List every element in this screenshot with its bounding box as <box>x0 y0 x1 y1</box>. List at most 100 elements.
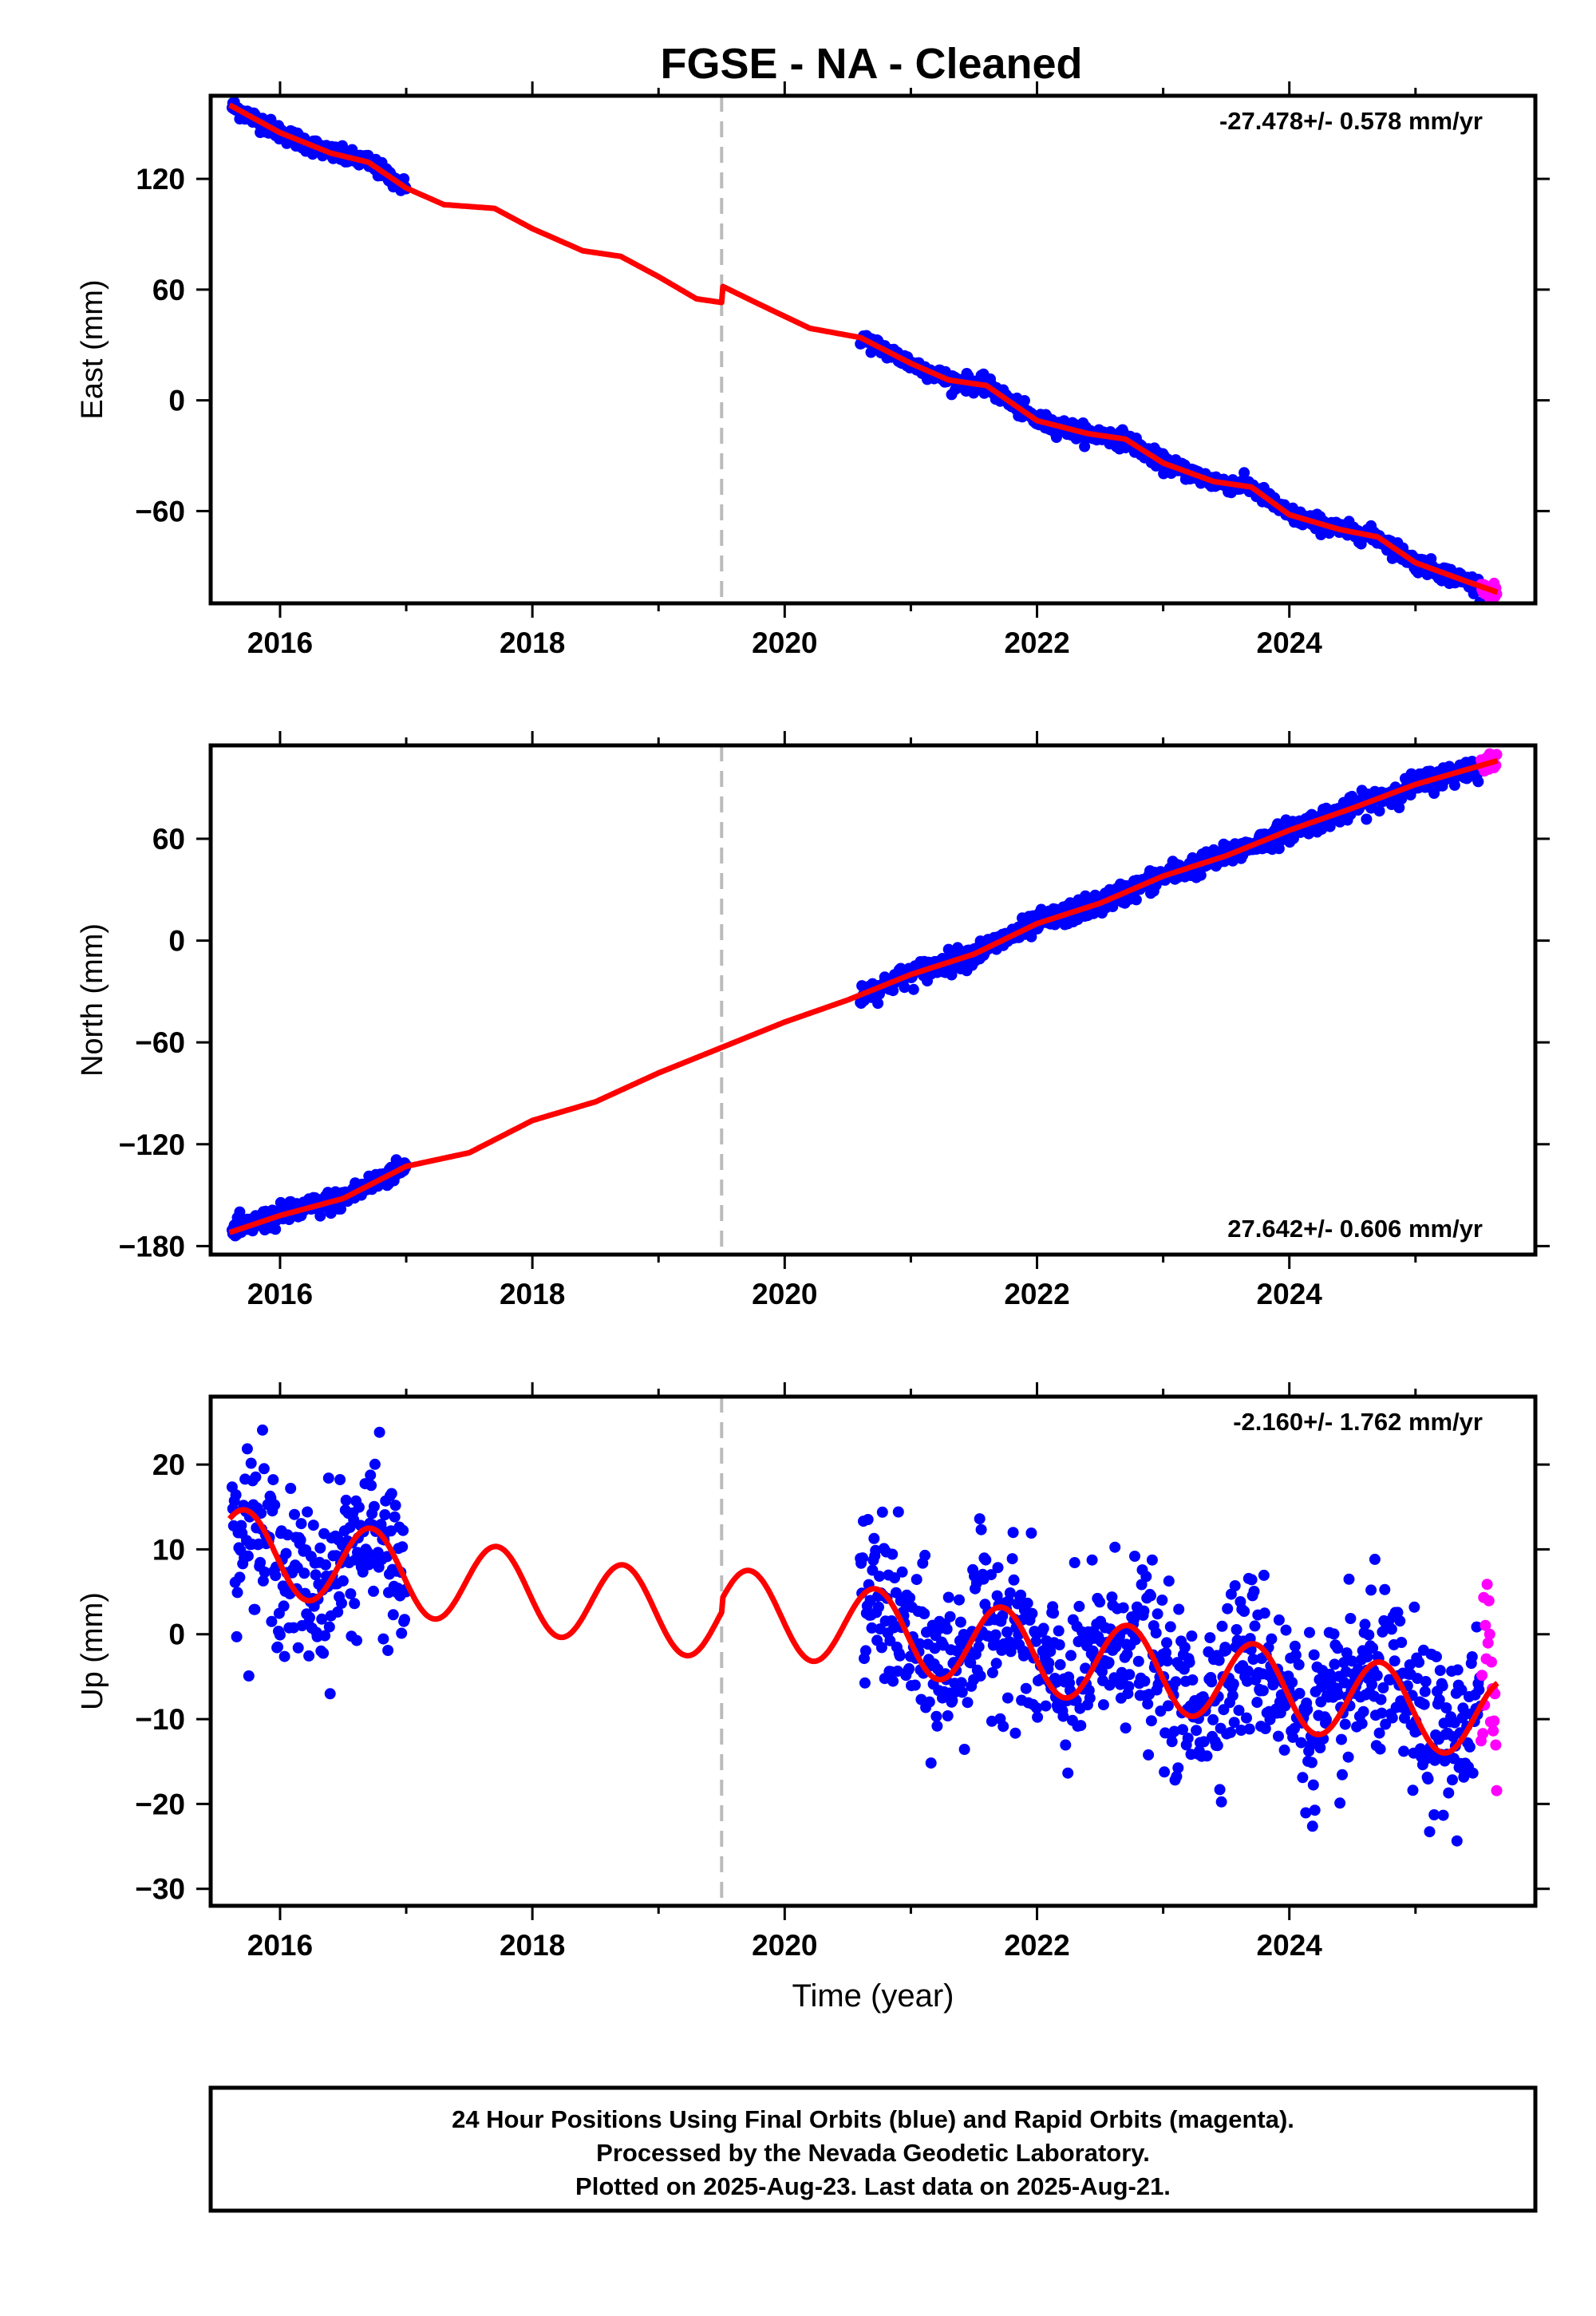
plot-frame <box>208 1394 1538 1908</box>
final-orbit-point <box>1457 1702 1469 1714</box>
final-orbit-point <box>1211 1740 1223 1752</box>
final-orbit-point <box>1247 1654 1259 1666</box>
final-orbit-point <box>1004 1587 1016 1599</box>
east-panel: 2016 2018 2020 2022 2024 −60 0 60 120 East (mm) -2… <box>76 81 1550 659</box>
final-orbit-point <box>1386 1712 1398 1724</box>
final-orbit-point <box>1434 1665 1446 1677</box>
final-orbit-point <box>1069 1557 1080 1568</box>
final-orbit-point <box>1008 1574 1020 1586</box>
final-orbit-point <box>1138 1605 1150 1617</box>
final-orbit-point <box>887 1548 899 1560</box>
final-orbit-point <box>1345 1613 1357 1624</box>
final-orbit-point <box>857 1552 868 1564</box>
final-orbit-point <box>965 1657 977 1669</box>
final-orbit-point <box>1251 1697 1263 1709</box>
model-fit-line <box>227 1507 1499 1756</box>
x-tick-label: 2016 <box>247 626 313 659</box>
final-orbit-point <box>1389 1655 1400 1667</box>
final-orbit-point <box>1040 1700 1052 1712</box>
y-tick-label: −60 <box>135 495 185 528</box>
final-orbit-point <box>1419 1686 1431 1697</box>
final-orbit-point <box>1053 1639 1065 1650</box>
final-orbit-point <box>1309 1804 1321 1816</box>
final-orbit-point <box>1447 1774 1458 1786</box>
up-panel: 2016 2018 2020 2022 2024 −30 −20 −10 0 10 20 Up (mm… <box>76 1382 1550 2014</box>
final-orbit-point <box>919 1549 931 1561</box>
y-tick-label: −120 <box>119 1128 185 1161</box>
final-orbit-point <box>231 1630 243 1642</box>
final-orbit-point <box>1007 1527 1019 1539</box>
final-orbit-point <box>1361 1651 1373 1663</box>
final-orbit-point <box>1048 1607 1060 1619</box>
final-orbit-point <box>1145 1590 1156 1602</box>
final-orbit-point <box>1045 1646 1057 1658</box>
y-tick-label: 20 <box>152 1448 185 1481</box>
final-orbit-point <box>1359 1618 1371 1630</box>
footer-line-3: Plotted on 2025-Aug-23. Last data on 202… <box>575 2172 1171 2200</box>
final-orbit-point <box>992 1562 1004 1574</box>
final-orbit-point <box>349 1598 361 1610</box>
rapid-orbit-point <box>1483 1628 1495 1640</box>
final-orbit-point <box>1467 1767 1479 1779</box>
final-orbit-point <box>889 1572 900 1584</box>
final-orbit-point <box>1053 1625 1065 1637</box>
final-orbit-point <box>1456 1712 1468 1724</box>
final-orbit-point <box>1198 1736 1210 1748</box>
final-orbit-point <box>1373 805 1385 817</box>
final-orbit-point <box>1168 1725 1180 1737</box>
y-tick-label: 0 <box>168 1618 185 1651</box>
model-fit-line <box>227 757 1499 1235</box>
final-orbit-point <box>267 1474 279 1486</box>
final-orbit-point <box>363 1559 375 1571</box>
final-orbit-point <box>974 1670 986 1682</box>
final-orbit-point <box>387 1609 399 1621</box>
final-orbit-point <box>280 1547 292 1559</box>
final-orbit-point <box>1235 1725 1247 1736</box>
final-orbit-point <box>1407 1784 1419 1796</box>
final-orbit-point <box>1129 1551 1140 1562</box>
final-orbit-point <box>1171 1771 1183 1782</box>
final-orbit-point <box>1428 1809 1440 1820</box>
x-tick-label: 2020 <box>752 1278 817 1310</box>
final-orbit-point <box>1379 1583 1391 1595</box>
final-orbit-point <box>1156 1595 1168 1606</box>
final-orbit-point <box>1006 1553 1018 1565</box>
final-orbit-point <box>323 1621 335 1633</box>
final-orbit-point <box>1164 1621 1176 1633</box>
final-orbit-point <box>1231 1624 1242 1635</box>
final-orbit-point <box>1369 1553 1381 1565</box>
final-orbit-point <box>1201 1750 1213 1762</box>
rapid-orbit-point <box>1479 1619 1491 1631</box>
final-orbit-point <box>1166 1736 1178 1748</box>
final-orbit-point <box>1001 1626 1013 1638</box>
final-orbit-point <box>1242 1665 1254 1677</box>
final-orbit-point <box>887 1675 899 1687</box>
rapid-orbit-point <box>1482 1637 1494 1649</box>
final-orbit-point <box>1420 1676 1432 1687</box>
final-orbit-point <box>1225 1726 1236 1738</box>
final-orbit-point <box>1215 1796 1227 1808</box>
final-orbit-point <box>385 1488 397 1500</box>
final-orbit-point <box>873 1601 884 1613</box>
final-orbit-point <box>894 1650 906 1662</box>
final-orbit-point <box>243 1670 255 1682</box>
final-orbit-point <box>1031 1702 1043 1714</box>
x-tick-label: 2016 <box>247 1929 313 1962</box>
final-orbit-point <box>1065 1650 1077 1662</box>
final-orbit-point <box>1103 1657 1115 1669</box>
final-orbit-point <box>294 1534 306 1546</box>
final-orbit-point <box>292 1642 304 1654</box>
final-orbit-point <box>990 1629 1001 1641</box>
final-orbit-point <box>1367 1642 1379 1654</box>
x-tick-label: 2024 <box>1257 1278 1323 1310</box>
y-axis-label: East (mm) <box>76 279 109 419</box>
final-orbit-point <box>307 1520 319 1531</box>
rapid-orbit-point <box>1476 1670 1488 1682</box>
final-orbit-point <box>314 1542 326 1554</box>
final-orbit-point <box>1145 1715 1157 1727</box>
final-orbit-point <box>1109 1541 1121 1553</box>
final-orbit-point <box>1097 1699 1109 1711</box>
final-orbit-point <box>1363 1629 1375 1641</box>
final-orbit-point <box>1123 1681 1135 1693</box>
final-orbit-point <box>1204 1632 1216 1644</box>
